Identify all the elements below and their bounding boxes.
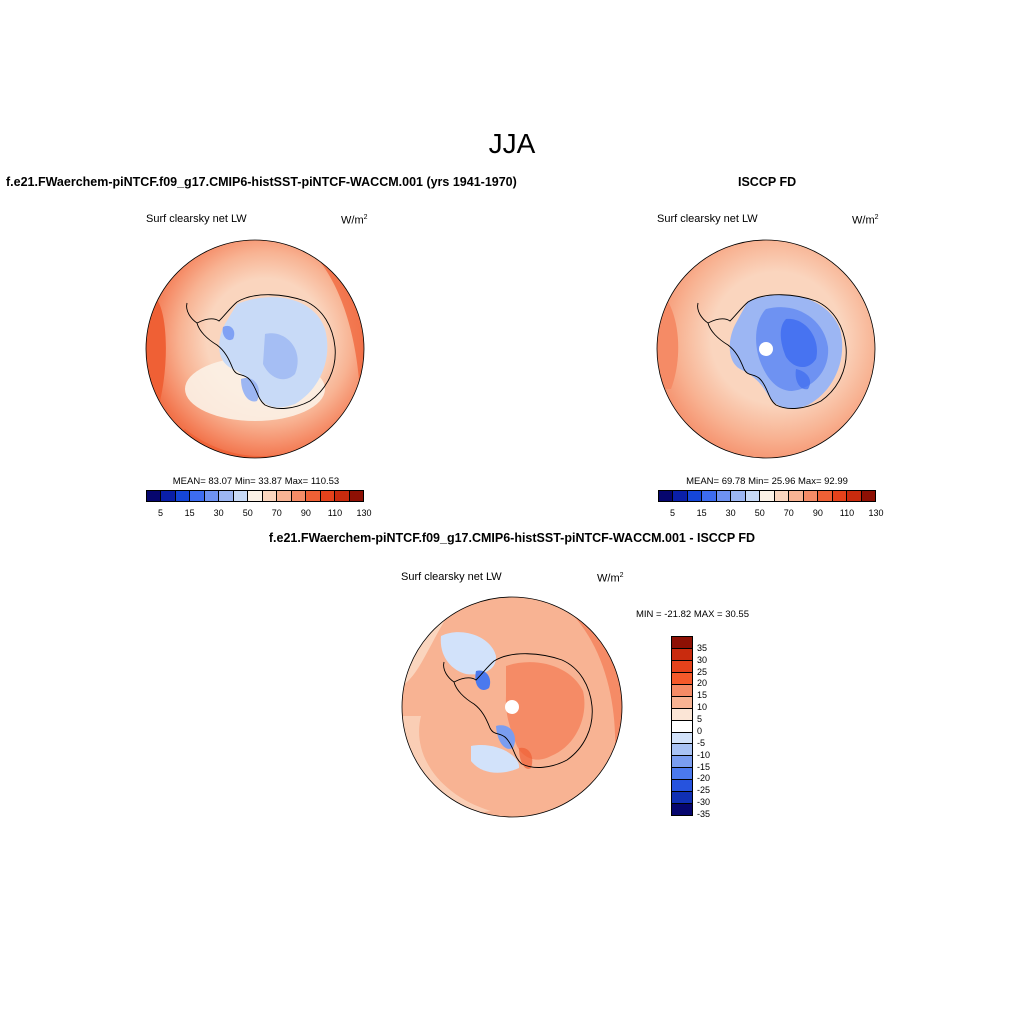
colorbar-swatch (672, 720, 692, 733)
colorbar-swatch (774, 491, 790, 501)
main-title: JJA (488, 128, 536, 159)
colorbar-tick-label: 30 (213, 508, 224, 518)
model-units-label: W/m2 (341, 214, 368, 227)
colorbar-swatch (672, 792, 692, 805)
colorbar-swatch (760, 491, 775, 501)
colorbar-tick-label: 5 (158, 508, 164, 518)
diff-panel-title: f.e21.FWaerchem-piNTCF.f09_g17.CMIP6-his… (268, 531, 756, 545)
diff-colorbar: 35 30 25 20 15 10 5 0 -5 -10 -15 -20 -25 -30 -35 (671, 636, 710, 819)
colorbar-tick-label: 130 (356, 508, 372, 518)
colorbar-tick-label: 110 (327, 508, 343, 518)
colorbar-tick-label: 30 (697, 654, 708, 665)
colorbar-tick-label: 10 (697, 702, 708, 713)
obs-colorbar: 5 15 30 50 70 90 110 130 (658, 490, 884, 520)
colorbar-swatch (672, 648, 692, 661)
diff-variable-label: Surf clearsky net LW (401, 571, 502, 583)
colorbar-swatch (248, 491, 263, 501)
obs-units-label: W/m2 (852, 214, 879, 227)
colorbar-swatch (673, 491, 688, 501)
colorbar-swatch (147, 491, 162, 501)
colorbar-tick-label: 90 (300, 508, 311, 518)
colorbar-tick-label: 20 (697, 678, 708, 689)
colorbar-swatch (204, 491, 220, 501)
colorbar-tick-label: -5 (697, 737, 706, 748)
colorbar-tick-label: 15 (697, 690, 708, 701)
colorbar-swatch (672, 780, 692, 793)
obs-stats: MEAN= 69.78 Min= 25.96 Max= 92.99 (686, 476, 848, 487)
colorbar-swatch (659, 491, 674, 501)
colorbar-swatch (672, 637, 692, 649)
colorbar-swatch (672, 756, 692, 769)
colorbar-swatch (161, 491, 176, 501)
colorbar-swatch (672, 684, 692, 697)
colorbar-swatch (672, 732, 692, 745)
colorbar-swatch (861, 491, 876, 501)
colorbar-tick-label: 90 (812, 508, 823, 518)
colorbar-tick-label: 35 (697, 642, 708, 653)
colorbar-swatch (687, 491, 703, 501)
colorbar-swatch (789, 491, 804, 501)
colorbar-swatch (175, 491, 191, 501)
colorbar-tick-label: 50 (242, 508, 253, 518)
model-stats: MEAN= 83.07 Min= 33.87 Max= 110.53 (172, 476, 340, 487)
colorbar-tick-label: -35 (697, 809, 711, 819)
colorbar-swatch (672, 768, 692, 781)
obs-panel-title: ISCCP FD (738, 175, 797, 189)
colorbar-swatch (672, 744, 692, 757)
colorbar-tick-label: 5 (670, 508, 676, 518)
colorbar-tick-label: -20 (697, 773, 711, 784)
colorbar-tick-label: 70 (783, 508, 794, 518)
colorbar-swatch (335, 491, 350, 501)
diff-polar-map (401, 596, 623, 818)
obs-variable-label: Surf clearsky net LW (657, 213, 758, 225)
colorbar-swatch (219, 491, 234, 501)
diff-stats: MIN = -21.82 MAX = 30.55 (636, 609, 750, 620)
diff-units-label: W/m2 (597, 572, 624, 585)
colorbar-tick-label: 15 (184, 508, 195, 518)
colorbar-tick-label: 25 (697, 666, 708, 677)
model-polar-map (145, 239, 365, 459)
colorbar-swatch (190, 491, 205, 501)
colorbar-tick-label: 110 (839, 508, 855, 518)
model-panel-title: f.e21.FWaerchem-piNTCF.f09_g17.CMIP6-his… (6, 175, 517, 189)
colorbar-tick-label: 5 (697, 714, 703, 725)
colorbar-tick-label: 15 (696, 508, 707, 518)
colorbar-swatch (832, 491, 848, 501)
colorbar-swatch (745, 491, 761, 501)
colorbar-swatch (262, 491, 278, 501)
colorbar-tick-label: 50 (754, 508, 765, 518)
colorbar-swatch (818, 491, 833, 501)
colorbar-tick-label: 70 (271, 508, 282, 518)
colorbar-swatch (672, 696, 692, 709)
colorbar-swatch (702, 491, 717, 501)
colorbar-tick-label: 130 (868, 508, 884, 518)
obs-polar-map (656, 239, 876, 459)
colorbar-tick-label: -10 (697, 749, 711, 760)
model-variable-label: Surf clearsky net LW (146, 213, 247, 225)
colorbar-swatch (672, 804, 692, 816)
colorbar-tick-label: -15 (697, 761, 711, 772)
colorbar-swatch (277, 491, 292, 501)
colorbar-swatch (306, 491, 321, 501)
colorbar-swatch (672, 660, 692, 673)
colorbar-swatch (847, 491, 862, 501)
colorbar-swatch (672, 708, 692, 721)
colorbar-tick-label: -25 (697, 785, 711, 796)
colorbar-swatch (320, 491, 336, 501)
colorbar-swatch (803, 491, 819, 501)
colorbar-swatch (291, 491, 307, 501)
colorbar-swatch (731, 491, 746, 501)
colorbar-swatch (349, 491, 364, 501)
colorbar-tick-label: 0 (697, 725, 703, 736)
colorbar-swatch (672, 672, 692, 685)
colorbar-tick-label: -30 (697, 797, 711, 808)
colorbar-swatch (716, 491, 732, 501)
model-colorbar: 5 15 30 50 70 90 110 130 (146, 490, 372, 520)
colorbar-swatch (233, 491, 249, 501)
colorbar-tick-label: 30 (725, 508, 736, 518)
